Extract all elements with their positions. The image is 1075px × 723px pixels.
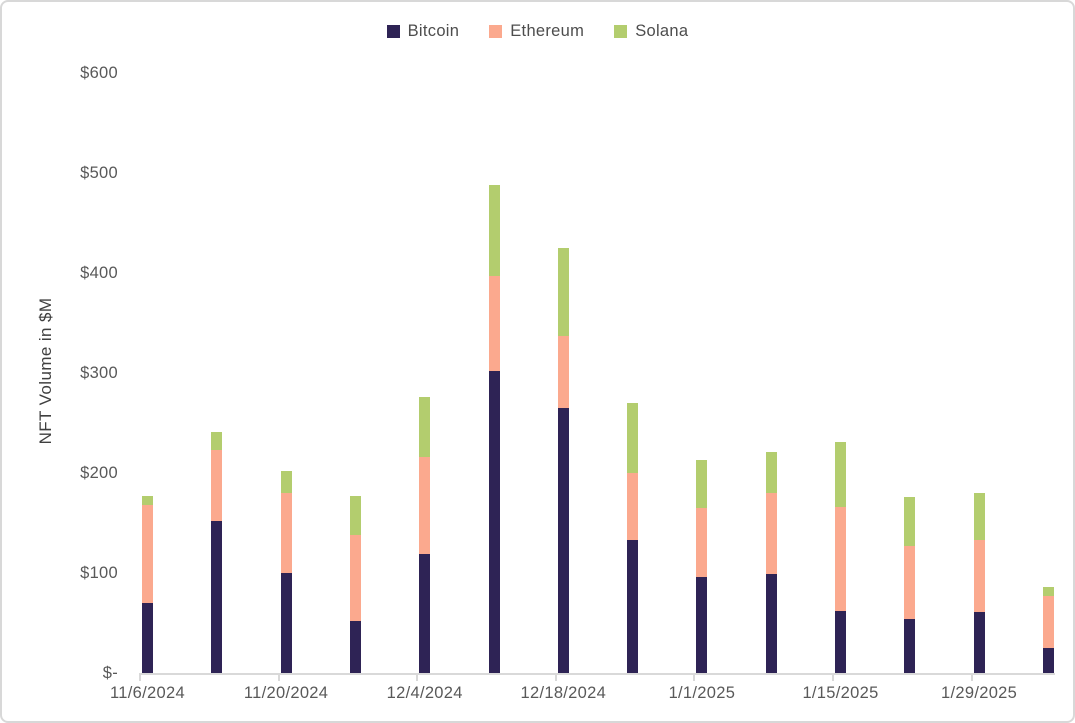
x-tick-label: 1/29/2025: [941, 684, 1018, 702]
bar-12-18-2024: [557, 248, 569, 673]
bar-segment-bitcoin: [488, 371, 500, 673]
bar-1-15-2025: [835, 442, 846, 673]
bar-segment-solana: [904, 497, 916, 546]
bar-segment-bitcoin: [419, 554, 431, 673]
bar-segment-bitcoin: [142, 603, 153, 673]
x-axis-tick-mark: [970, 673, 973, 681]
bar-segment-bitcoin: [280, 573, 292, 673]
bar-2-5-2025: [1042, 587, 1054, 673]
y-tick-label: $400: [80, 264, 118, 282]
legend-label: Ethereum: [510, 22, 585, 40]
bar-segment-solana: [696, 460, 708, 508]
x-axis-tick-mark: [416, 673, 419, 681]
legend-label: Bitcoin: [407, 22, 460, 40]
bar-segment-bitcoin: [211, 521, 223, 673]
bar-1-29-2025: [973, 493, 985, 673]
legend-item-bitcoin: Bitcoin: [386, 22, 460, 41]
bar-segment-ethereum: [557, 336, 569, 408]
bar-segment-bitcoin: [1042, 648, 1054, 673]
x-axis-line: [140, 673, 1055, 675]
bar-11-13-2024: [211, 432, 223, 673]
bar-segment-ethereum: [419, 457, 431, 554]
x-axis-tick-mark: [554, 673, 557, 681]
bar-segment-solana: [765, 452, 777, 493]
bar-segment-ethereum: [211, 450, 223, 521]
y-tick-label: $600: [80, 64, 118, 82]
y-tick-label: $500: [80, 164, 118, 182]
x-axis-tick-mark: [832, 673, 834, 681]
bar-segment-solana: [973, 493, 985, 540]
legend-swatch-bitcoin: [386, 25, 400, 38]
legend-item-ethereum: Ethereum: [489, 22, 584, 41]
legend-swatch-solana: [614, 25, 628, 38]
x-axis-tick-mark: [277, 673, 280, 681]
bar-segment-bitcoin: [627, 540, 639, 673]
bar-segment-ethereum: [835, 507, 846, 611]
bar-segment-bitcoin: [696, 577, 708, 673]
legend-label: Solana: [635, 22, 689, 40]
bar-segment-bitcoin: [765, 574, 777, 673]
bar-1-8-2025: [765, 452, 777, 673]
y-tick-label: $200: [80, 464, 118, 482]
y-tick-label: $300: [80, 364, 118, 382]
y-tick-label: $100: [80, 564, 118, 582]
bar-12-25-2024: [627, 403, 639, 673]
bar-segment-ethereum: [142, 505, 153, 603]
bar-segment-solana: [280, 471, 292, 493]
bar-segment-bitcoin: [835, 611, 846, 673]
bar-1-1-2025: [696, 460, 708, 673]
bar-segment-bitcoin: [904, 619, 916, 673]
bar-segment-solana: [419, 397, 431, 457]
y-tick-label: $-: [102, 664, 118, 682]
bar-segment-solana: [211, 432, 223, 450]
x-tick-label: 1/1/2025: [668, 684, 736, 702]
bar-segment-solana: [349, 496, 361, 535]
bar-11-20-2024: [280, 471, 292, 673]
bar-segment-solana: [557, 248, 569, 336]
x-tick-label: 1/15/2025: [802, 684, 879, 702]
plot-area: [140, 73, 1055, 673]
legend-swatch-ethereum: [489, 25, 503, 38]
bar-segment-bitcoin: [349, 621, 361, 673]
x-axis-tick-mark: [139, 673, 141, 681]
x-tick-label: 12/18/2024: [520, 684, 607, 702]
x-tick-label: 11/20/2024: [243, 684, 329, 702]
bar-segment-ethereum: [904, 546, 916, 619]
bar-segment-solana: [142, 496, 153, 505]
bar-segment-solana: [1042, 587, 1054, 596]
bar-1-22-2025: [904, 497, 916, 673]
bar-12-4-2024: [419, 397, 431, 673]
bar-segment-ethereum: [627, 473, 639, 540]
bar-segment-bitcoin: [557, 408, 569, 673]
bar-segment-ethereum: [349, 535, 361, 621]
bar-segment-ethereum: [696, 508, 708, 577]
x-axis-tick-mark: [693, 673, 696, 681]
bar-segment-bitcoin: [973, 612, 985, 673]
bar-segment-solana: [835, 442, 846, 507]
bar-segment-solana: [488, 185, 500, 276]
bar-segment-ethereum: [765, 493, 777, 574]
x-tick-label: 11/6/2024: [110, 684, 185, 702]
x-tick-label: 12/4/2024: [386, 684, 463, 702]
bar-segment-ethereum: [488, 276, 500, 371]
bar-11-6-2024: [142, 496, 153, 673]
bar-segment-ethereum: [280, 493, 292, 573]
bar-segment-solana: [627, 403, 639, 473]
legend-item-solana: Solana: [614, 22, 688, 41]
legend: Bitcoin Ethereum Solana: [2, 22, 1073, 41]
bar-12-11-2024: [488, 185, 500, 673]
bar-segment-ethereum: [1042, 596, 1054, 648]
bar-segment-ethereum: [973, 540, 985, 612]
bar-11-27-2024: [349, 496, 361, 673]
